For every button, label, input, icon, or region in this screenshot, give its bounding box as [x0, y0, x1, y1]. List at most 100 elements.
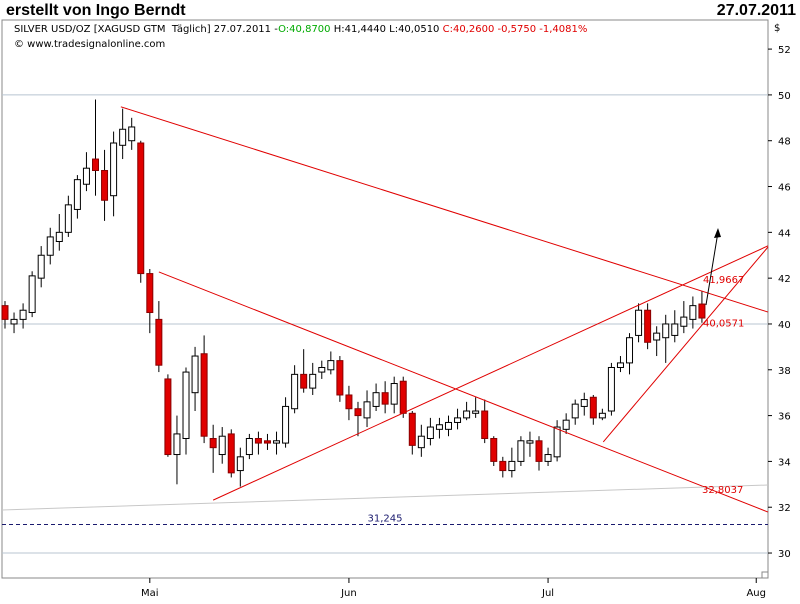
y-tick-label: 34: [778, 457, 791, 468]
candle-body: [580, 399, 588, 407]
candle-body: [282, 405, 290, 444]
info-part: H:41,4440 L:40,0510: [331, 24, 443, 35]
plot-frame: [1, 19, 769, 579]
candle-body: [435, 424, 443, 430]
candle-body: [644, 309, 652, 343]
level-label: 40,0571: [703, 319, 744, 330]
candle-body: [607, 366, 615, 412]
chart-date: 27.07.2011: [717, 2, 796, 19]
candle-body: [626, 337, 634, 364]
candle-body: [82, 167, 90, 185]
candle-body: [236, 456, 244, 472]
candle-body: [209, 438, 217, 449]
corner-box: [761, 571, 769, 579]
candle-body: [426, 426, 434, 439]
candle-body: [300, 373, 308, 389]
x-tick-label: Jun: [340, 588, 357, 599]
candle-body: [37, 254, 45, 279]
y-tick-label: 36: [778, 412, 791, 423]
trendline: [120, 106, 769, 313]
candle-body: [146, 273, 154, 314]
candle-body: [55, 231, 63, 243]
candle-body: [517, 440, 525, 462]
candle-body: [73, 179, 81, 210]
currency: $: [774, 23, 780, 34]
candle-body: [526, 440, 534, 444]
candle-body: [318, 366, 326, 373]
candle-body: [200, 353, 208, 437]
y-tick-label: 46: [778, 183, 791, 194]
hline-label: 31,245: [368, 514, 403, 525]
candle-body: [363, 401, 371, 419]
source: © www.tradesignalonline.com: [14, 39, 165, 50]
y-tick-label: 50: [778, 91, 791, 102]
candle-body: [173, 433, 181, 456]
arrow-head: [714, 228, 721, 238]
candle-body: [28, 275, 36, 314]
candle-body: [119, 128, 127, 146]
candle-body: [589, 396, 597, 419]
y-tick-label: 30: [778, 549, 791, 560]
candle-body: [472, 410, 480, 414]
x-tick-label: Jul: [541, 588, 554, 599]
candle-body: [345, 394, 353, 410]
candle-body: [571, 403, 579, 419]
candle-body: [671, 323, 679, 336]
candle-body: [291, 373, 299, 410]
candle-body: [19, 309, 27, 320]
candle-body: [689, 305, 697, 320]
y-tick-label: 40: [778, 320, 791, 331]
candle-body: [10, 318, 18, 325]
chart-title: erstellt von Ingo Berndt: [6, 2, 186, 19]
candle-body: [562, 419, 570, 430]
candle-body: [372, 392, 380, 407]
candle-body: [508, 460, 516, 472]
info-part: O:40,8700: [278, 24, 330, 35]
candle-body: [309, 373, 317, 389]
candle-body: [182, 371, 190, 440]
candle-body: [191, 355, 199, 394]
candle-body: [544, 454, 552, 462]
level-label: 32,8037: [702, 485, 743, 496]
trendline: [1, 484, 769, 511]
candle-body: [91, 158, 99, 171]
candle-body: [553, 426, 561, 458]
candle-body: [535, 440, 543, 462]
candle-body: [273, 440, 281, 444]
candle-body: [653, 332, 661, 341]
y-tick-label: 48: [778, 137, 791, 148]
candle-body: [245, 438, 253, 456]
y-tick-label: 44: [778, 228, 791, 239]
x-tick-label: Mai: [141, 588, 159, 599]
y-tick-label: 38: [778, 366, 791, 377]
trendline: [158, 271, 769, 513]
info-part: C:40,2600 -0,5750 -1,4081%: [443, 24, 588, 35]
candle-body: [46, 236, 54, 256]
y-tick-label: 32: [778, 503, 791, 514]
y-tick-label: 52: [778, 45, 791, 56]
candle-body: [137, 142, 145, 275]
candle-body: [444, 421, 452, 430]
candle-body: [327, 360, 335, 371]
candle-body: [1, 305, 9, 320]
candle-body: [481, 410, 489, 440]
candle-body: [227, 433, 235, 474]
trendline: [212, 245, 769, 501]
candle-body: [463, 410, 471, 419]
candle-body: [490, 438, 498, 462]
candle-body: [417, 435, 425, 449]
candle-body: [336, 360, 344, 396]
candle-body: [64, 204, 72, 233]
candle-body: [635, 309, 643, 336]
candle-body: [128, 126, 136, 142]
candle-body: [408, 412, 416, 446]
candle-body: [110, 142, 118, 197]
info-part: SILVER USD/OZ [XAGUSD GTM Täglich] 27.07…: [14, 24, 278, 35]
info-line: SILVER USD/OZ [XAGUSD GTM Täglich] 27.07…: [14, 24, 587, 35]
candle-body: [164, 378, 172, 456]
candle-body: [598, 412, 606, 419]
candle-body: [381, 392, 389, 405]
candle-body: [218, 435, 226, 456]
candle-body: [399, 380, 407, 414]
